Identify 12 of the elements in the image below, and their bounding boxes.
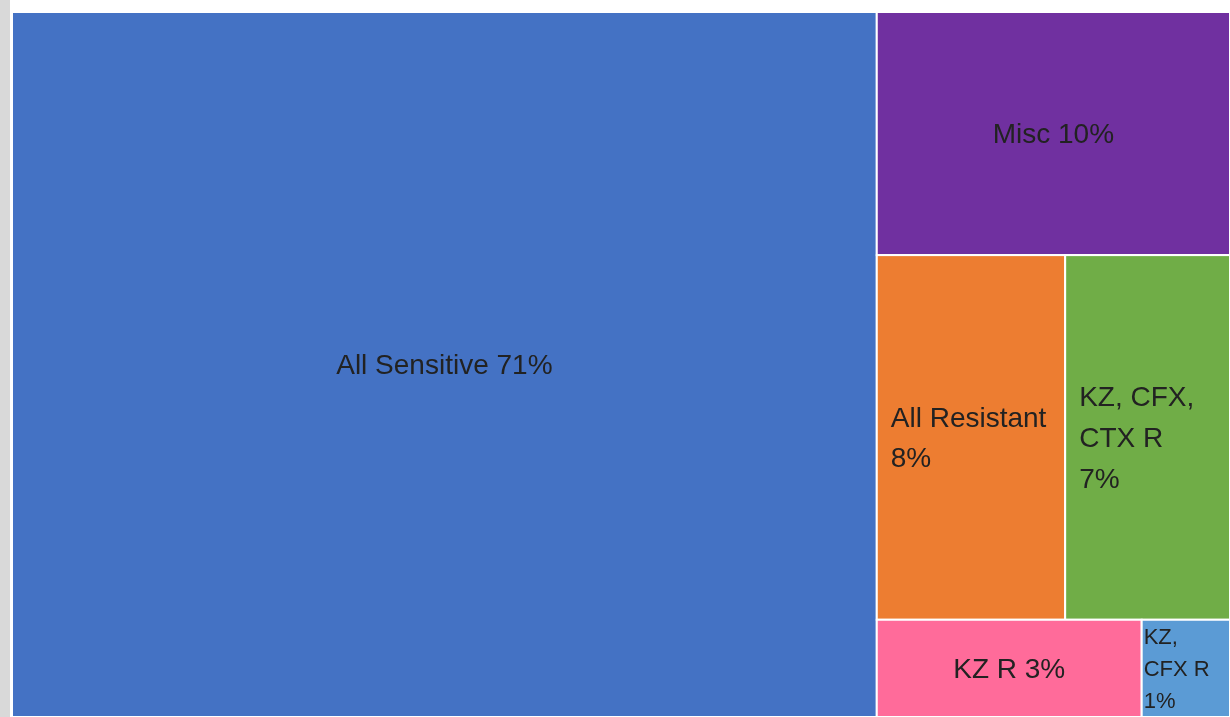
category-label: All Sensitive (336, 349, 489, 380)
category-label: KZ R (953, 652, 1018, 684)
data-label: 71% (496, 349, 553, 380)
category-label: All Resistant (890, 401, 1047, 433)
category-label: KZ, CFX R (1143, 623, 1210, 681)
category-label: KZ, CFX, CTX R (1079, 381, 1195, 453)
data-label: 1% (1143, 687, 1176, 713)
data-label: 3% (1024, 652, 1066, 684)
data-label: 7% (1079, 462, 1120, 494)
data-label: 8% (890, 442, 932, 474)
category-label: Misc (992, 118, 1051, 150)
data-label: 10% (1058, 118, 1115, 150)
